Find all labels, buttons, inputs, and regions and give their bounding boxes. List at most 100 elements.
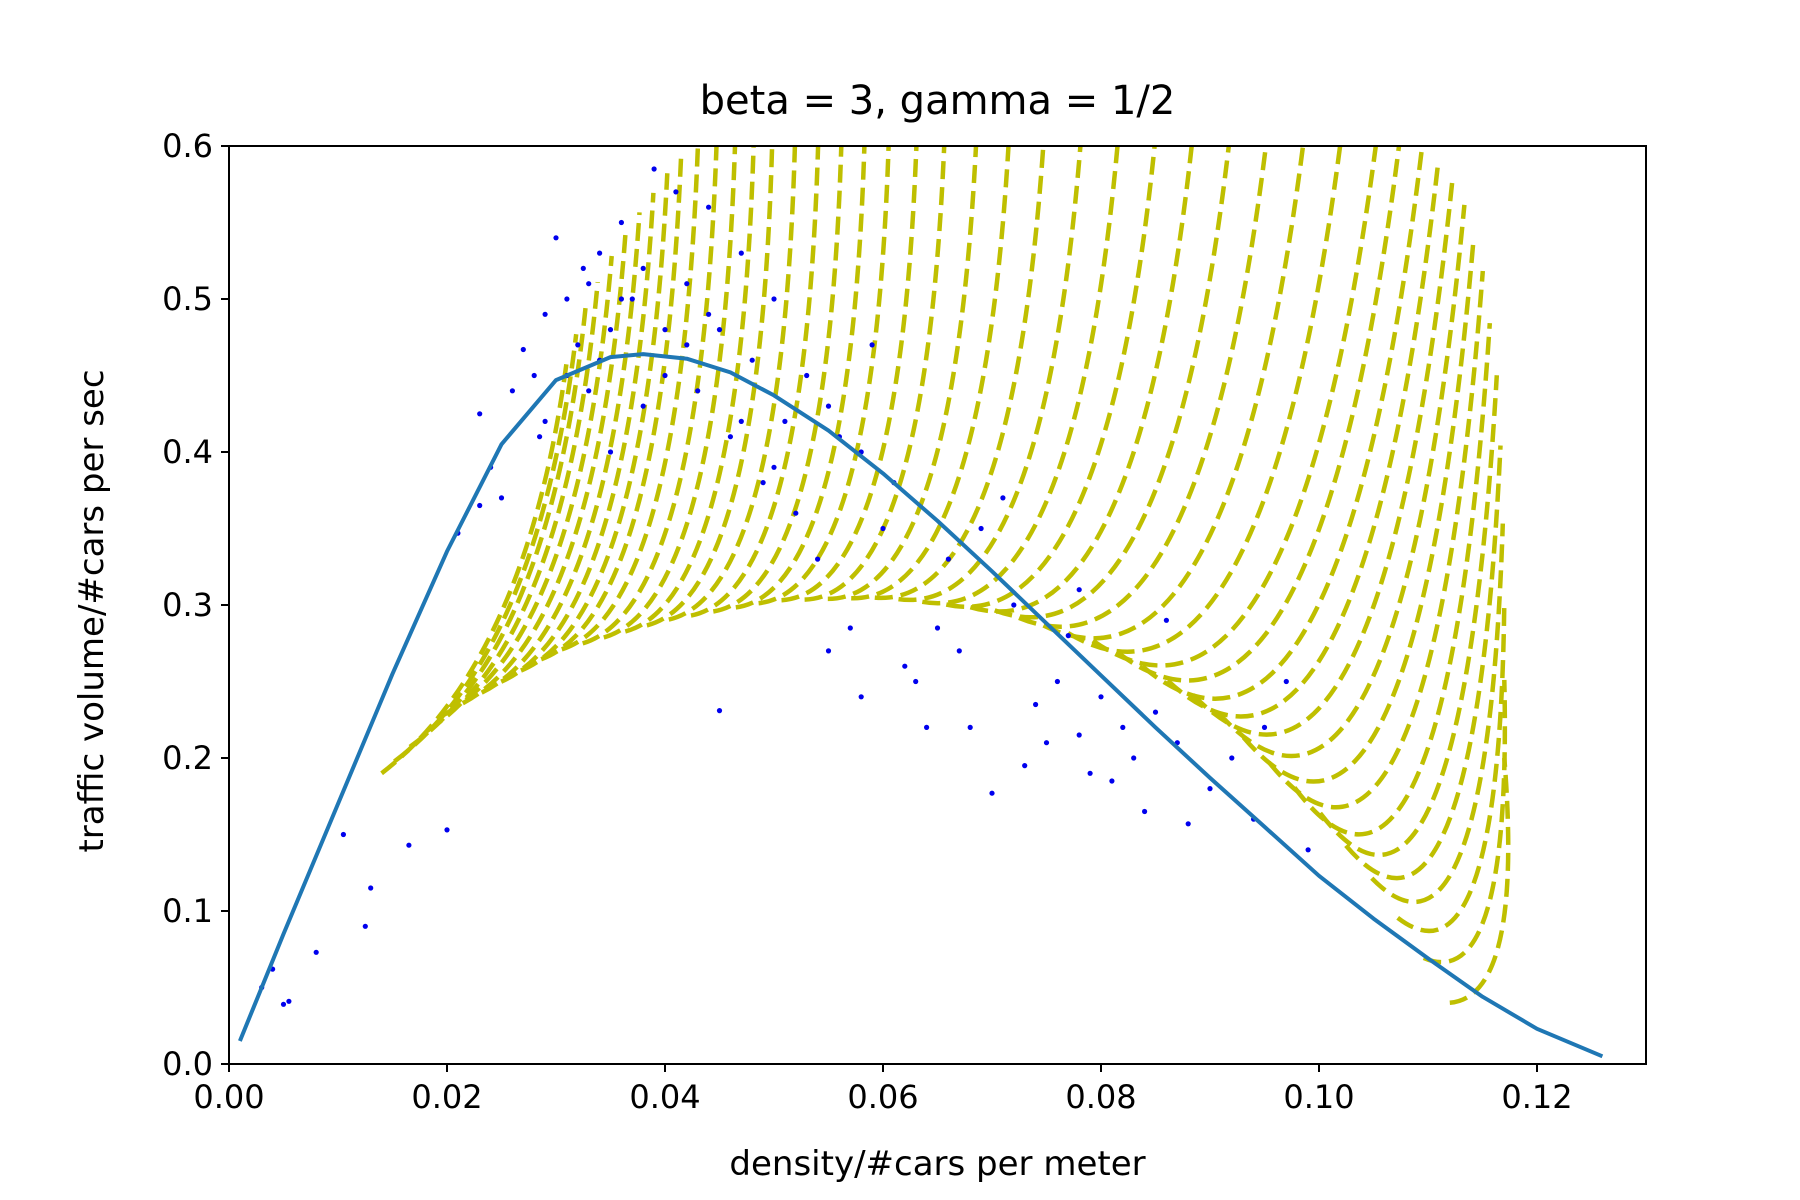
dashed-curve	[1344, 445, 1503, 881]
data-point	[825, 648, 832, 654]
dashed-curve	[969, 146, 1194, 614]
dashed-curve	[540, 153, 684, 662]
dashed-curve	[921, 146, 1120, 606]
dashed-curve	[520, 173, 670, 673]
dashed-curve	[393, 333, 579, 764]
data-point	[286, 998, 292, 1004]
data-point	[1098, 694, 1104, 700]
dashed-curve	[1422, 679, 1508, 965]
data-point	[869, 342, 875, 348]
data-point	[640, 265, 646, 271]
dashed-curve	[461, 231, 628, 706]
data-point	[1163, 617, 1169, 623]
data-point	[662, 327, 668, 333]
dashed-curve	[624, 146, 756, 634]
data-point	[760, 480, 766, 486]
dashed-curve	[603, 146, 738, 640]
dashed-curve	[480, 212, 642, 695]
dashed-curve	[1066, 146, 1343, 654]
data-point	[1109, 778, 1115, 784]
data-point	[553, 235, 559, 241]
dashed-curve	[1267, 270, 1486, 810]
data-point	[542, 311, 548, 317]
dashed-curve	[1216, 204, 1467, 759]
dashed-curve	[690, 146, 821, 618]
data-point	[1305, 847, 1311, 853]
data-point	[640, 403, 646, 409]
data-point	[716, 327, 723, 333]
data-point	[1120, 724, 1126, 731]
data-point	[575, 342, 581, 348]
data-point	[444, 827, 450, 833]
data-point	[1022, 763, 1028, 769]
data-point	[1131, 755, 1137, 761]
y-tick-label: 0.3	[162, 586, 213, 624]
data-point	[673, 189, 679, 195]
data-point	[607, 449, 614, 455]
data-point	[651, 166, 657, 172]
fit-curve	[238, 352, 1604, 1059]
dashed-curve	[561, 146, 701, 652]
x-tick-label: 0.02	[411, 1078, 482, 1116]
dashed-curve	[1042, 146, 1306, 641]
y-tick-label: 0.2	[162, 739, 213, 777]
dashed-curve	[1318, 375, 1500, 858]
dashed-curve	[712, 146, 844, 614]
data-point	[924, 724, 930, 731]
data-point	[1000, 495, 1006, 501]
y-tick-label: 0.4	[162, 433, 213, 471]
data-point	[1043, 740, 1050, 746]
dashed-curves	[380, 146, 1511, 1006]
data-point	[902, 663, 908, 669]
data-point	[771, 464, 777, 470]
data-point	[793, 510, 799, 516]
data-point	[542, 418, 548, 424]
data-point	[1065, 633, 1071, 639]
data-point	[368, 885, 374, 891]
dashed-curve	[1191, 179, 1455, 737]
data-point	[313, 949, 319, 955]
data-point	[782, 418, 788, 424]
data-point	[564, 296, 570, 302]
dashed-curve	[993, 146, 1232, 620]
data-point	[580, 265, 586, 271]
data-point	[586, 281, 592, 287]
data-point	[847, 625, 853, 631]
data-point	[1152, 709, 1159, 715]
data-point	[1142, 808, 1148, 815]
x-tick-label: 0.06	[847, 1078, 918, 1116]
dashed-curve	[827, 146, 979, 602]
dashed-curve	[851, 146, 1011, 601]
data-point	[1076, 587, 1082, 593]
dashed-curve	[735, 146, 867, 610]
data-point	[706, 311, 712, 317]
dashed-curve	[758, 146, 891, 606]
data-point	[362, 923, 368, 929]
data-point	[607, 327, 614, 333]
chart-title: beta = 3, gamma = 1/2	[699, 78, 1176, 124]
dashed-curve	[898, 146, 1083, 603]
dashed-curve	[945, 146, 1157, 609]
data-point	[825, 403, 832, 409]
data-point	[340, 831, 346, 838]
data-point	[1207, 786, 1213, 792]
data-point	[858, 694, 864, 700]
data-point	[537, 434, 543, 440]
dashed-curve	[1018, 146, 1269, 629]
dashed-curve	[443, 255, 614, 717]
data-point	[1076, 732, 1082, 738]
y-tick-label: 0.0	[162, 1045, 213, 1083]
data-point	[749, 357, 755, 363]
data-point	[956, 648, 962, 654]
x-axis-label: density/#cars per meter	[729, 1144, 1146, 1184]
data-point	[771, 296, 777, 302]
dashed-curve	[408, 307, 588, 749]
dashed-curve	[781, 146, 919, 603]
data-point	[618, 296, 625, 302]
data-point	[509, 388, 515, 394]
data-point	[498, 495, 505, 501]
data-point	[586, 388, 592, 394]
dashed-curve	[1370, 523, 1506, 905]
data-point	[815, 556, 821, 562]
